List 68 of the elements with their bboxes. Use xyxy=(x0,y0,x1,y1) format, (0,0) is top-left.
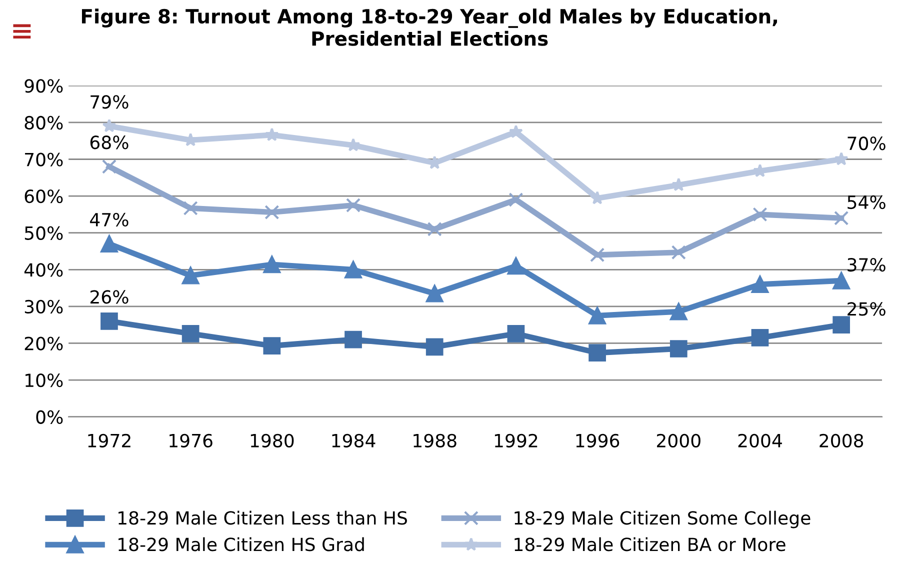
data-label: 79% xyxy=(90,95,128,109)
point xyxy=(751,329,769,346)
x-tick-label: 1988 xyxy=(414,434,456,448)
point xyxy=(100,312,118,330)
point xyxy=(832,272,850,290)
point xyxy=(102,159,117,174)
point xyxy=(346,198,361,213)
point xyxy=(426,338,444,356)
point xyxy=(671,245,686,260)
point xyxy=(670,340,688,358)
legend-label: 18-29 Male Citizen Less than HS xyxy=(118,510,407,525)
y-tick-label: 90% xyxy=(24,79,63,93)
x-tick-label: 2008 xyxy=(820,434,864,448)
point xyxy=(508,124,523,138)
y-tick-label: 80% xyxy=(24,116,63,130)
point xyxy=(834,210,849,226)
data-label: 47% xyxy=(90,212,128,226)
point xyxy=(263,337,281,354)
y-tick-label: 0% xyxy=(36,410,63,424)
chart-title: Figure 8: Turnout Among 18-to-29 Year_old Males by Education, Presidential Elections xyxy=(82,8,777,46)
point xyxy=(426,284,444,302)
y-tick-label: 30% xyxy=(24,300,63,314)
x-tick-label: 2000 xyxy=(656,434,700,448)
point xyxy=(264,204,280,220)
point xyxy=(263,256,281,274)
x-tick-label: 1972 xyxy=(88,434,130,448)
data-label: 25% xyxy=(848,302,886,316)
x-tick-label: 1984 xyxy=(332,434,376,448)
x-tick-label: 1992 xyxy=(494,434,538,448)
y-tick-label: 60% xyxy=(24,190,63,204)
point xyxy=(427,222,442,236)
y-tick-label: 50% xyxy=(24,226,63,240)
point xyxy=(507,257,525,275)
legend-label: 18-29 Male Citizen BA or More xyxy=(514,537,786,552)
point xyxy=(182,266,200,284)
point xyxy=(832,316,850,334)
point xyxy=(751,276,769,294)
point xyxy=(590,248,605,262)
data-label: 37% xyxy=(848,258,886,272)
x-tick-label: 1996 xyxy=(576,434,620,448)
legend-label: 18-29 Male Citizen Some College xyxy=(514,510,810,528)
point xyxy=(183,200,198,216)
point xyxy=(507,324,525,342)
data-label: 68% xyxy=(90,136,128,150)
point xyxy=(102,118,116,132)
point xyxy=(344,330,362,348)
point xyxy=(670,302,688,320)
data-label: 26% xyxy=(90,290,128,304)
point xyxy=(588,344,606,362)
point xyxy=(834,152,848,166)
point xyxy=(264,128,279,142)
y-tick-label: 20% xyxy=(24,336,63,350)
y-tick-label: 70% xyxy=(25,152,63,166)
x-tick-label: 1980 xyxy=(250,434,294,448)
point xyxy=(344,260,362,278)
point xyxy=(100,235,118,253)
x-tick-label: 2004 xyxy=(738,434,782,448)
y-tick-label: 40% xyxy=(24,263,63,277)
data-label: 54% xyxy=(848,195,886,210)
point xyxy=(753,164,767,178)
point xyxy=(508,192,524,208)
y-tick-label: 10% xyxy=(26,373,63,388)
point xyxy=(588,306,606,324)
x-tick-label: 1976 xyxy=(170,434,212,448)
legend-label: 18-29 Male Citizen HS Grad xyxy=(118,537,364,552)
data-label: 70% xyxy=(848,136,886,150)
point xyxy=(752,207,768,222)
point xyxy=(182,324,200,342)
